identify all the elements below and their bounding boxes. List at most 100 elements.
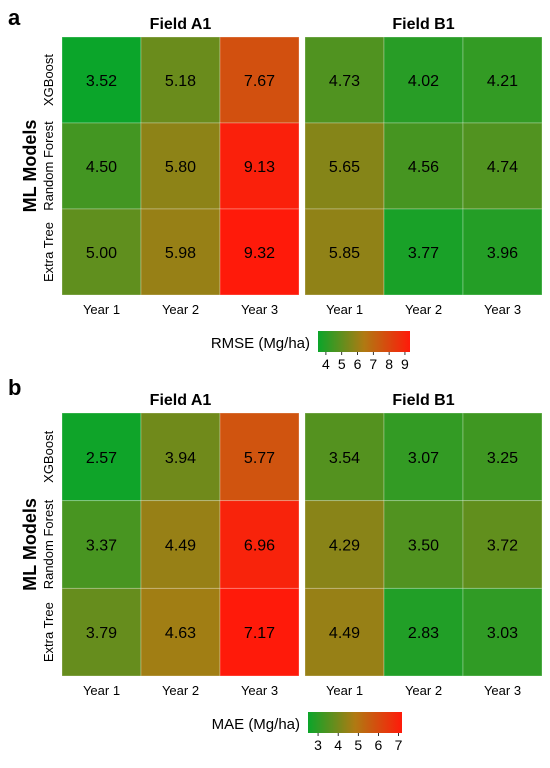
heatmap-cell	[61, 122, 142, 210]
field-title: Field B1	[392, 392, 454, 409]
panel-label: a	[8, 5, 21, 30]
cell-value-label: 6.96	[244, 538, 275, 555]
colorbar-tick-label: 7	[395, 737, 403, 753]
cell-value-label: 7.17	[244, 625, 275, 642]
cell-value-label: 4.29	[329, 538, 360, 555]
cell-value-label: 3.54	[329, 450, 360, 467]
colorbar	[318, 331, 410, 352]
cell-value-label: 3.07	[408, 450, 439, 467]
cell-value-label: 3.72	[487, 538, 518, 555]
heatmap-cell	[140, 412, 221, 502]
cell-value-label: 5.85	[329, 245, 360, 262]
column-label: Year 3	[241, 683, 278, 698]
y-axis-label: ML Models	[20, 498, 40, 591]
cell-value-label: 4.02	[408, 73, 439, 90]
heatmap-cell	[462, 36, 543, 124]
colorbar-tick-label: 9	[401, 356, 409, 372]
heatmap-cell	[304, 500, 385, 589]
heatmap-cell	[462, 500, 543, 589]
colorbar-tick-label: 4	[322, 356, 330, 372]
cell-value-label: 4.50	[86, 159, 117, 176]
heatmap-cell	[219, 208, 300, 296]
column-label: Year 1	[326, 302, 363, 317]
column-label: Year 3	[241, 302, 278, 317]
cell-value-label: 9.13	[244, 159, 275, 176]
cell-value-label: 2.57	[86, 450, 117, 467]
heatmap-cell	[462, 122, 543, 210]
field-title: Field B1	[392, 16, 454, 33]
column-label: Year 2	[405, 302, 442, 317]
heatmap-cell	[462, 208, 543, 296]
cell-value-label: 4.63	[165, 625, 196, 642]
heatmap-cell	[219, 587, 300, 677]
cell-value-label: 5.98	[165, 245, 196, 262]
colorbar-tick-label: 4	[334, 737, 342, 753]
cell-value-label: 3.77	[408, 245, 439, 262]
heatmap-cell	[140, 587, 221, 677]
cell-value-label: 3.79	[86, 625, 117, 642]
column-label: Year 3	[484, 683, 521, 698]
heatmap-cell	[219, 412, 300, 502]
colorbar-tick-label: 8	[385, 356, 393, 372]
heatmap-cell	[140, 208, 221, 296]
column-label: Year 2	[162, 302, 199, 317]
colorbar-tick-label: 5	[338, 356, 346, 372]
cell-value-label: 2.83	[408, 625, 439, 642]
cell-value-label: 3.50	[408, 538, 439, 555]
row-label: XGBoost	[41, 54, 56, 106]
cell-value-label: 5.65	[329, 159, 360, 176]
row-label: Extra Tree	[41, 602, 56, 662]
colorbar-tick-label: 5	[354, 737, 362, 753]
cell-value-label: 5.18	[165, 73, 196, 90]
cell-value-label: 3.52	[86, 73, 117, 90]
column-label: Year 2	[405, 683, 442, 698]
heatmap-cell	[219, 122, 300, 210]
column-label: Year 1	[326, 683, 363, 698]
heatmap-cell	[304, 587, 385, 677]
colorbar-tick-label: 7	[369, 356, 377, 372]
cell-value-label: 3.96	[487, 245, 518, 262]
column-label: Year 1	[83, 683, 120, 698]
heatmap-cell	[462, 587, 543, 677]
colorbar-tick-label: 6	[375, 737, 383, 753]
cell-value-label: 4.74	[487, 159, 518, 176]
column-label: Year 3	[484, 302, 521, 317]
colorbar	[308, 712, 402, 733]
cell-value-label: 9.32	[244, 245, 275, 262]
heatmap-cell	[61, 36, 142, 124]
row-label: Random Forest	[41, 499, 56, 589]
heatmap-cell	[304, 122, 385, 210]
colorbar-label: RMSE (Mg/ha)	[211, 335, 310, 352]
y-axis-label: ML Models	[20, 120, 40, 213]
colorbar-tick-label: 3	[314, 737, 322, 753]
cell-value-label: 4.56	[408, 159, 439, 176]
field-title: Field A1	[150, 16, 212, 33]
column-label: Year 2	[162, 683, 199, 698]
heatmap-cell	[304, 412, 385, 502]
heatmap-cell	[219, 500, 300, 589]
field-title: Field A1	[150, 392, 212, 409]
heatmap-cell	[61, 208, 142, 296]
cell-value-label: 3.94	[165, 450, 196, 467]
cell-value-label: 4.73	[329, 73, 360, 90]
column-label: Year 1	[83, 302, 120, 317]
heatmap-cell	[383, 587, 464, 677]
panel-label: b	[8, 375, 21, 400]
heatmap-cell	[462, 412, 543, 502]
cell-value-label: 3.25	[487, 450, 518, 467]
heatmap-cell	[61, 587, 142, 677]
row-label: XGBoost	[41, 430, 56, 482]
heatmap-cell	[304, 36, 385, 124]
heatmap-cell	[140, 500, 221, 589]
cell-value-label: 5.00	[86, 245, 117, 262]
heatmap-cell	[383, 500, 464, 589]
heatmap-cell	[219, 36, 300, 124]
row-label: Extra Tree	[41, 222, 56, 282]
heatmap-cell	[304, 208, 385, 296]
heatmap-cell	[140, 36, 221, 124]
colorbar-tick-label: 6	[354, 356, 362, 372]
cell-value-label: 4.49	[329, 625, 360, 642]
